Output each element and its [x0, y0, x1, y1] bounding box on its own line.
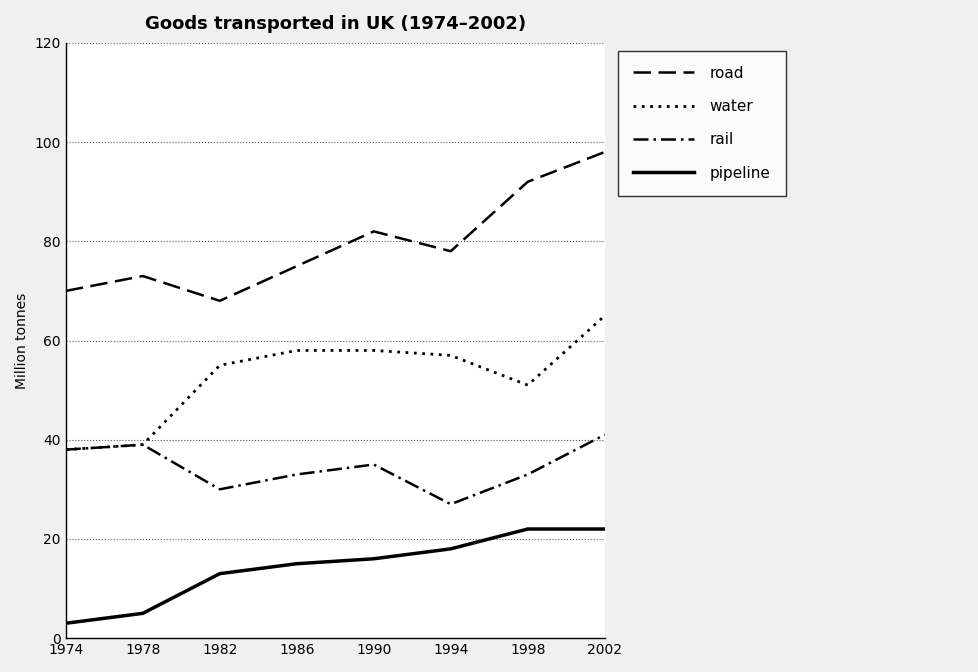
Line: road: road	[66, 152, 604, 301]
pipeline	[213, 570, 225, 578]
road	[290, 262, 302, 270]
water	[599, 312, 610, 320]
rail	[368, 460, 379, 468]
water	[213, 362, 225, 370]
water	[521, 381, 533, 389]
pipeline	[137, 610, 149, 618]
rail	[290, 470, 302, 478]
pipeline	[368, 555, 379, 563]
road	[599, 148, 610, 156]
water	[444, 351, 456, 360]
pipeline	[290, 560, 302, 568]
road	[137, 272, 149, 280]
pipeline	[444, 545, 456, 553]
road	[213, 297, 225, 305]
Legend: road, water, rail, pipeline: road, water, rail, pipeline	[617, 50, 784, 196]
rail	[137, 441, 149, 449]
rail	[213, 485, 225, 493]
Line: rail: rail	[66, 435, 604, 504]
pipeline	[60, 619, 71, 627]
rail	[599, 431, 610, 439]
road	[521, 178, 533, 186]
rail	[521, 470, 533, 478]
rail	[60, 446, 71, 454]
water	[368, 346, 379, 354]
Y-axis label: Million tonnes: Million tonnes	[15, 292, 29, 388]
water	[290, 346, 302, 354]
water	[137, 441, 149, 449]
Line: water: water	[66, 316, 604, 450]
road	[60, 287, 71, 295]
pipeline	[521, 525, 533, 533]
Line: pipeline: pipeline	[66, 529, 604, 623]
road	[368, 227, 379, 235]
water	[60, 446, 71, 454]
Title: Goods transported in UK (1974–2002): Goods transported in UK (1974–2002)	[145, 15, 525, 33]
rail	[444, 500, 456, 508]
pipeline	[599, 525, 610, 533]
road	[444, 247, 456, 255]
